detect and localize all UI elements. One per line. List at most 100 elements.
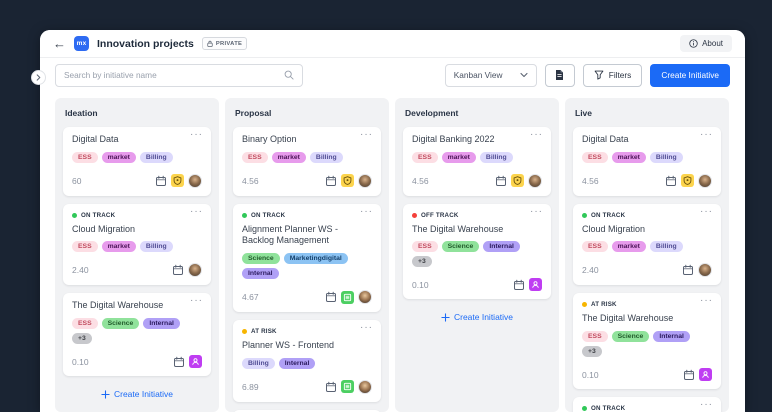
- card-value: 4.56: [582, 175, 599, 186]
- tag-science[interactable]: Science: [242, 253, 280, 265]
- shield-badge-icon[interactable]: [171, 174, 184, 188]
- shield-badge-icon[interactable]: [341, 174, 354, 188]
- initiative-card[interactable]: ··· Digital Banking 2022 ESS market Billing 4…: [403, 127, 551, 196]
- tag-ess[interactable]: ESS: [72, 151, 98, 163]
- tag-billing[interactable]: Billing: [242, 357, 275, 369]
- tag-ess[interactable]: ESS: [582, 241, 608, 253]
- tag-market[interactable]: market: [101, 241, 136, 253]
- card-menu-icon[interactable]: ···: [700, 205, 713, 217]
- tag-ess[interactable]: ESS: [412, 241, 438, 253]
- card-menu-icon[interactable]: ···: [190, 205, 203, 217]
- tag-market[interactable]: market: [611, 241, 646, 253]
- calendar-icon[interactable]: [172, 264, 184, 276]
- calendar-icon[interactable]: [665, 175, 677, 187]
- tag-market[interactable]: market: [271, 151, 306, 163]
- purple-badge-icon[interactable]: [699, 368, 712, 382]
- tag-billing[interactable]: Billing: [309, 151, 343, 163]
- tag-ess[interactable]: ESS: [582, 151, 608, 163]
- tag-3[interactable]: +3: [582, 346, 602, 358]
- tag-3[interactable]: +3: [72, 333, 92, 345]
- calendar-icon[interactable]: [513, 279, 525, 291]
- card-menu-icon[interactable]: ···: [360, 322, 373, 334]
- calendar-icon[interactable]: [325, 381, 337, 393]
- man-avatar[interactable]: [528, 173, 542, 188]
- tag-billing[interactable]: Billing: [649, 151, 683, 163]
- initiative-card[interactable]: ··· Digital Data ESS market Billing 60: [63, 127, 211, 196]
- calendar-icon[interactable]: [325, 291, 337, 303]
- tag-market[interactable]: market: [101, 151, 136, 163]
- shield-badge-icon[interactable]: [681, 174, 694, 188]
- tag-internal[interactable]: Internal: [242, 268, 279, 280]
- initiative-card[interactable]: ··· AT RISK The Digital Warehouse ESS Scienc…: [573, 293, 721, 390]
- tag-market[interactable]: market: [611, 151, 646, 163]
- initiative-card[interactable]: ··· Digital Data ESS market Billing 4.56: [573, 127, 721, 196]
- calendar-icon[interactable]: [495, 175, 507, 187]
- tag-science[interactable]: Science: [611, 331, 650, 343]
- search-box[interactable]: [55, 63, 303, 87]
- card-menu-icon[interactable]: ···: [190, 295, 203, 307]
- woman-avatar[interactable]: [358, 379, 372, 394]
- view-select[interactable]: Kanban View: [444, 63, 537, 87]
- tag-ess[interactable]: ESS: [72, 241, 98, 253]
- export-document-button[interactable]: [544, 63, 575, 87]
- calendar-icon[interactable]: [173, 356, 185, 368]
- tag-3[interactable]: +3: [412, 256, 432, 268]
- woman-avatar[interactable]: [358, 290, 372, 305]
- tag-billing[interactable]: Billing: [139, 151, 173, 163]
- purple-badge-icon[interactable]: [189, 355, 202, 369]
- tag-internal[interactable]: Internal: [143, 318, 180, 330]
- tag-science[interactable]: Science: [101, 318, 140, 330]
- list-badge-icon[interactable]: [341, 290, 354, 304]
- man-avatar[interactable]: [188, 173, 202, 188]
- tag-ess[interactable]: ESS: [242, 151, 268, 163]
- card-menu-icon[interactable]: ···: [530, 205, 543, 217]
- tag-ess[interactable]: ESS: [412, 151, 438, 163]
- purple-badge-icon[interactable]: [529, 278, 542, 292]
- man-avatar[interactable]: [188, 263, 202, 278]
- tag-marketingdigital[interactable]: Marketingdigital: [283, 253, 348, 265]
- app-window: ← mx Innovation projects PRIVATE About: [40, 30, 745, 412]
- calendar-icon[interactable]: [155, 175, 167, 187]
- create-initiative-button[interactable]: Create Initiative: [650, 63, 730, 87]
- card-menu-icon[interactable]: ···: [360, 129, 373, 140]
- card-menu-icon[interactable]: ···: [530, 129, 543, 140]
- tag-billing[interactable]: Billing: [649, 241, 683, 253]
- initiative-card[interactable]: ··· The Digital Warehouse ESS Science Intern…: [63, 293, 211, 377]
- initiative-card[interactable]: ··· AT RISK Planner WS - Frontend Billing In…: [233, 320, 381, 402]
- sidebar-expand-button[interactable]: [31, 70, 46, 85]
- initiative-card[interactable]: ··· ON TRACK Cloud Migration ESS market Billi…: [63, 203, 211, 286]
- calendar-icon[interactable]: [325, 175, 337, 187]
- tag-ess[interactable]: ESS: [72, 318, 98, 330]
- calendar-icon[interactable]: [683, 369, 695, 381]
- initiative-card[interactable]: ··· OFF TRACK The Digital Warehouse ESS Scie…: [403, 203, 551, 300]
- card-menu-icon[interactable]: ···: [700, 129, 713, 140]
- about-button[interactable]: About: [680, 35, 732, 52]
- card-menu-icon[interactable]: ···: [360, 205, 373, 217]
- tag-billing[interactable]: Billing: [139, 241, 173, 253]
- man-avatar[interactable]: [358, 173, 372, 188]
- create-initiative-link[interactable]: Create Initiative: [63, 389, 211, 399]
- list-badge-icon[interactable]: [341, 380, 354, 394]
- tag-science[interactable]: Science: [441, 241, 480, 253]
- tag-internal[interactable]: Internal: [278, 357, 316, 369]
- initiative-card[interactable]: ··· Binary Option ESS market Billing 4.56: [233, 127, 381, 196]
- tag-market[interactable]: market: [441, 151, 476, 163]
- card-menu-icon[interactable]: ···: [700, 399, 713, 411]
- search-input[interactable]: [64, 70, 278, 80]
- shield-badge-icon[interactable]: [511, 174, 524, 188]
- card-menu-icon[interactable]: ···: [700, 295, 713, 307]
- initiative-card[interactable]: ··· ON TRACK Cloud Migration ESS market Billi…: [573, 203, 721, 286]
- man-avatar[interactable]: [698, 263, 712, 278]
- back-arrow-icon[interactable]: ←: [53, 35, 66, 51]
- tag-ess[interactable]: ESS: [582, 331, 608, 343]
- create-initiative-link[interactable]: Create Initiative: [403, 312, 551, 322]
- tag-billing[interactable]: Billing: [479, 151, 513, 163]
- card-menu-icon[interactable]: ···: [190, 129, 203, 140]
- filters-button[interactable]: Filters: [582, 63, 643, 87]
- calendar-icon[interactable]: [682, 264, 694, 276]
- tag-internal[interactable]: Internal: [483, 241, 520, 253]
- tag-internal[interactable]: Internal: [653, 331, 690, 343]
- man-avatar[interactable]: [698, 173, 712, 188]
